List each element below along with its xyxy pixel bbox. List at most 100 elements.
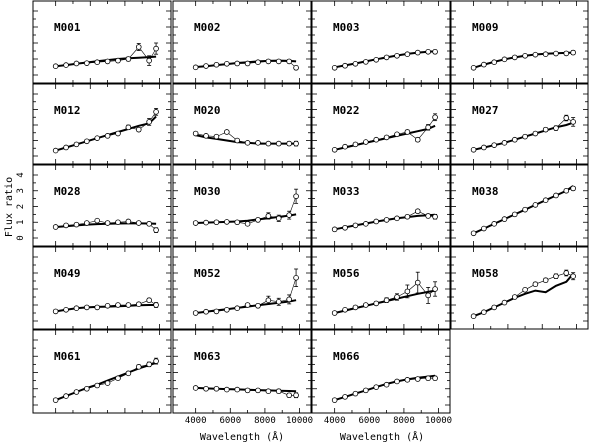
data-point bbox=[265, 388, 272, 394]
data-point bbox=[192, 220, 199, 226]
data-point bbox=[153, 358, 159, 364]
data-point bbox=[501, 140, 508, 146]
panel-label: M063 bbox=[194, 350, 221, 363]
data-point bbox=[192, 310, 199, 316]
data-point bbox=[125, 124, 132, 131]
data-point bbox=[511, 211, 518, 218]
panel-M061: M061 bbox=[32, 329, 172, 414]
x-tick-label: 4000 bbox=[185, 416, 207, 426]
x-axis-label-col2: Wavelength (Å) bbox=[200, 430, 284, 443]
data-point bbox=[146, 119, 152, 125]
data-point bbox=[293, 65, 299, 71]
data-point bbox=[522, 133, 528, 140]
panel-frame bbox=[311, 0, 451, 84]
data-point bbox=[425, 48, 431, 55]
panel-M009: M009 bbox=[450, 0, 589, 84]
data-point bbox=[224, 60, 230, 67]
data-point bbox=[255, 140, 261, 146]
panel-frame bbox=[450, 0, 589, 84]
panel-M012: M012 bbox=[32, 83, 172, 165]
data-point bbox=[542, 197, 549, 204]
y-tick-label: 1 bbox=[16, 220, 26, 225]
data-point bbox=[501, 56, 508, 63]
data-point bbox=[432, 114, 438, 121]
data-point bbox=[286, 140, 292, 147]
data-point bbox=[224, 219, 230, 225]
data-point bbox=[532, 202, 539, 208]
panel-label: M066 bbox=[333, 350, 360, 363]
data-point bbox=[63, 62, 69, 68]
x-tick-label: 8000 bbox=[254, 416, 276, 426]
data-point bbox=[542, 277, 549, 284]
data-point bbox=[501, 216, 508, 222]
data-point bbox=[244, 60, 251, 67]
panel-M063: M063 4000 6000 8000 10000 bbox=[172, 329, 313, 426]
data-point bbox=[532, 51, 539, 58]
panel-M056: M056 bbox=[311, 246, 451, 330]
data-point bbox=[255, 302, 261, 309]
data-point bbox=[104, 133, 111, 139]
panel-label: M056 bbox=[333, 267, 360, 280]
data-point bbox=[570, 49, 576, 56]
data-point bbox=[293, 274, 299, 281]
data-point bbox=[275, 215, 282, 222]
data-point bbox=[342, 224, 348, 231]
panel-label: M020 bbox=[194, 104, 221, 117]
panel-M038: M038 bbox=[450, 164, 589, 247]
data-point bbox=[203, 133, 209, 139]
data-point bbox=[73, 60, 80, 67]
data-point bbox=[414, 376, 421, 382]
data-point bbox=[331, 397, 338, 403]
panel-frame bbox=[172, 246, 312, 330]
data-point bbox=[352, 390, 359, 397]
data-point bbox=[352, 141, 359, 148]
data-point bbox=[203, 385, 209, 392]
data-point bbox=[275, 388, 282, 394]
data-point bbox=[570, 185, 576, 192]
data-point bbox=[255, 387, 261, 394]
data-point bbox=[432, 213, 438, 220]
panel-label: M028 bbox=[54, 185, 81, 198]
data-point bbox=[153, 109, 159, 115]
panel-label: M001 bbox=[54, 21, 81, 34]
data-point bbox=[104, 58, 111, 65]
panel-frame bbox=[172, 164, 312, 247]
panel-M022: M022 bbox=[311, 83, 451, 165]
data-point bbox=[293, 140, 299, 147]
panel-frame bbox=[32, 0, 172, 84]
data-point bbox=[52, 397, 59, 403]
data-point bbox=[265, 140, 272, 147]
data-point bbox=[331, 226, 338, 233]
data-point bbox=[342, 306, 348, 313]
data-point bbox=[52, 224, 59, 230]
data-point bbox=[352, 304, 359, 311]
data-point bbox=[511, 294, 518, 300]
panel-label: M058 bbox=[472, 267, 499, 280]
y-axis-label: Flux ratio bbox=[4, 177, 15, 237]
data-point bbox=[84, 304, 90, 311]
data-point bbox=[404, 51, 411, 57]
data-point bbox=[394, 131, 400, 138]
data-point bbox=[275, 58, 282, 65]
data-point bbox=[394, 215, 400, 222]
data-point bbox=[115, 302, 121, 308]
data-point bbox=[265, 213, 272, 219]
data-point bbox=[234, 386, 241, 393]
data-point bbox=[224, 386, 230, 393]
data-point bbox=[293, 193, 299, 200]
data-point bbox=[244, 302, 251, 308]
data-point bbox=[146, 361, 152, 368]
data-point bbox=[135, 220, 142, 226]
data-point bbox=[73, 141, 80, 148]
x-tick-label: 8000 bbox=[393, 416, 415, 426]
data-point bbox=[363, 139, 369, 145]
data-point bbox=[192, 385, 199, 391]
y-tick-label: 4 bbox=[16, 172, 26, 177]
data-point bbox=[470, 65, 477, 71]
observed-line bbox=[334, 377, 436, 401]
data-point bbox=[383, 54, 390, 61]
data-point bbox=[425, 292, 431, 299]
data-point bbox=[383, 134, 390, 141]
panel-label: M030 bbox=[194, 185, 221, 198]
data-point bbox=[373, 300, 380, 307]
